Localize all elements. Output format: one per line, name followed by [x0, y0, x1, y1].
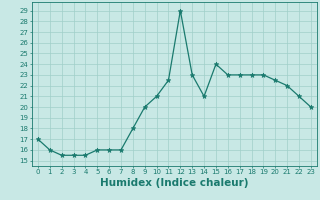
X-axis label: Humidex (Indice chaleur): Humidex (Indice chaleur) [100, 178, 249, 188]
